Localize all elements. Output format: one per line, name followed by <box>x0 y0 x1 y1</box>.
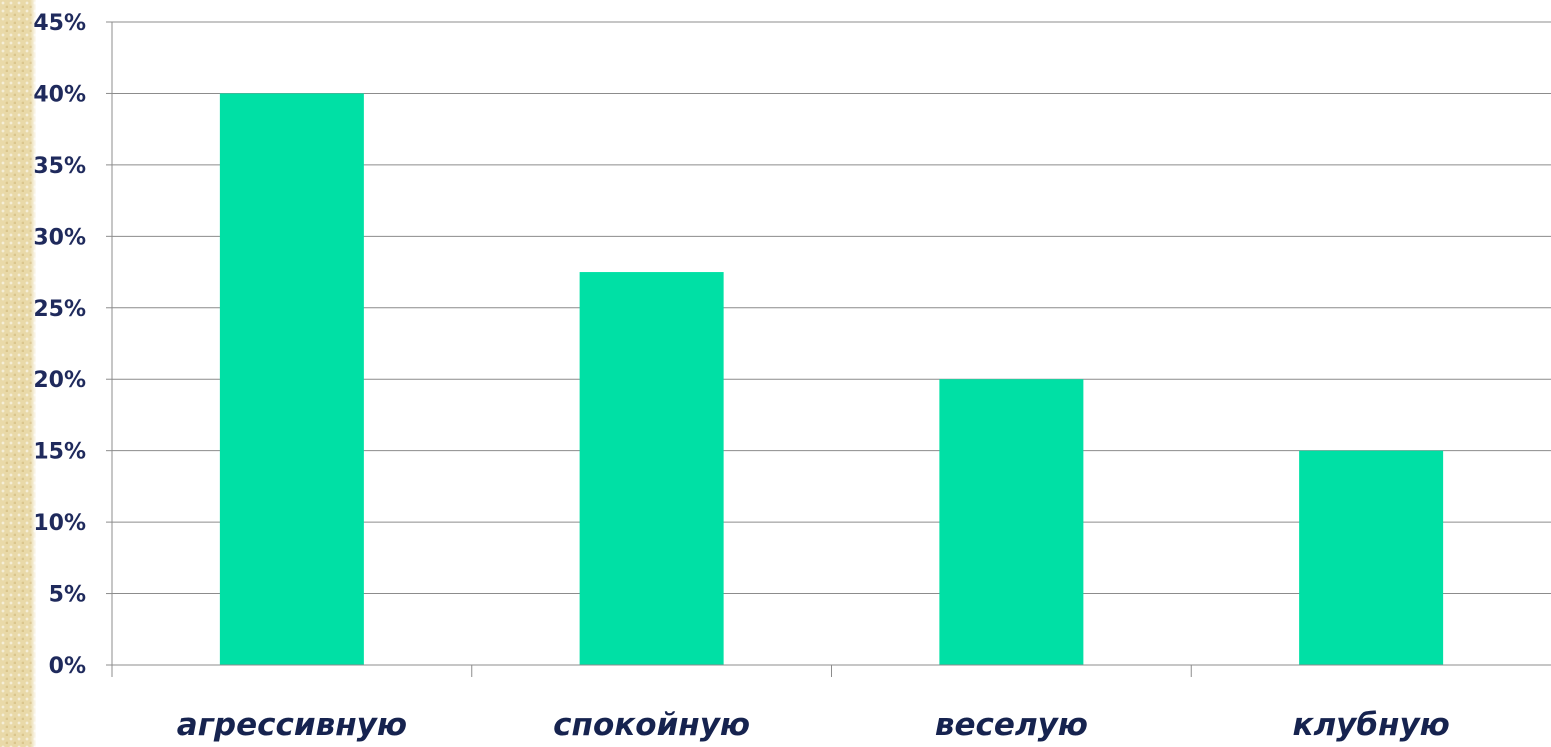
y-tick-label: 5% <box>49 583 86 608</box>
axes <box>106 21 1551 677</box>
y-tick-label: 20% <box>33 368 86 393</box>
y-tick-label: 15% <box>33 440 86 465</box>
y-tick-labels: 0% 5% 10% 15% 20% 25% 30% 35% 40% 45% <box>33 11 86 679</box>
bar <box>939 379 1084 665</box>
y-tick-label: 25% <box>33 297 86 322</box>
y-tick-label: 35% <box>33 154 86 179</box>
y-tick-label: 10% <box>33 511 86 536</box>
x-category-label: клубную <box>1292 707 1449 743</box>
bar <box>579 272 724 665</box>
y-tick-label: 45% <box>33 11 86 36</box>
bar <box>219 93 364 665</box>
y-tick-label: 0% <box>49 654 86 679</box>
decorative-strip <box>0 0 36 747</box>
category-labels: агрессивную спокойную веселую клубную <box>177 707 1450 743</box>
bar <box>1299 450 1444 665</box>
y-tick-label: 30% <box>33 225 86 250</box>
bars <box>219 93 1444 665</box>
y-tick-label: 40% <box>33 82 86 107</box>
x-category-label: веселую <box>935 707 1088 743</box>
x-category-label: агрессивную <box>177 707 407 743</box>
x-category-label: спокойную <box>553 707 750 743</box>
